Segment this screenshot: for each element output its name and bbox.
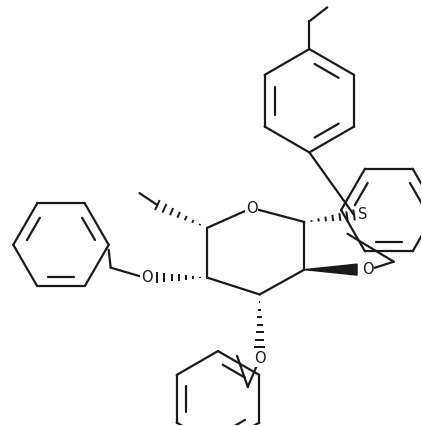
Text: O: O <box>141 270 152 285</box>
Polygon shape <box>304 264 357 275</box>
Text: S: S <box>358 207 368 222</box>
Text: O: O <box>254 351 265 366</box>
Text: O: O <box>246 201 257 216</box>
Text: O: O <box>362 262 373 277</box>
